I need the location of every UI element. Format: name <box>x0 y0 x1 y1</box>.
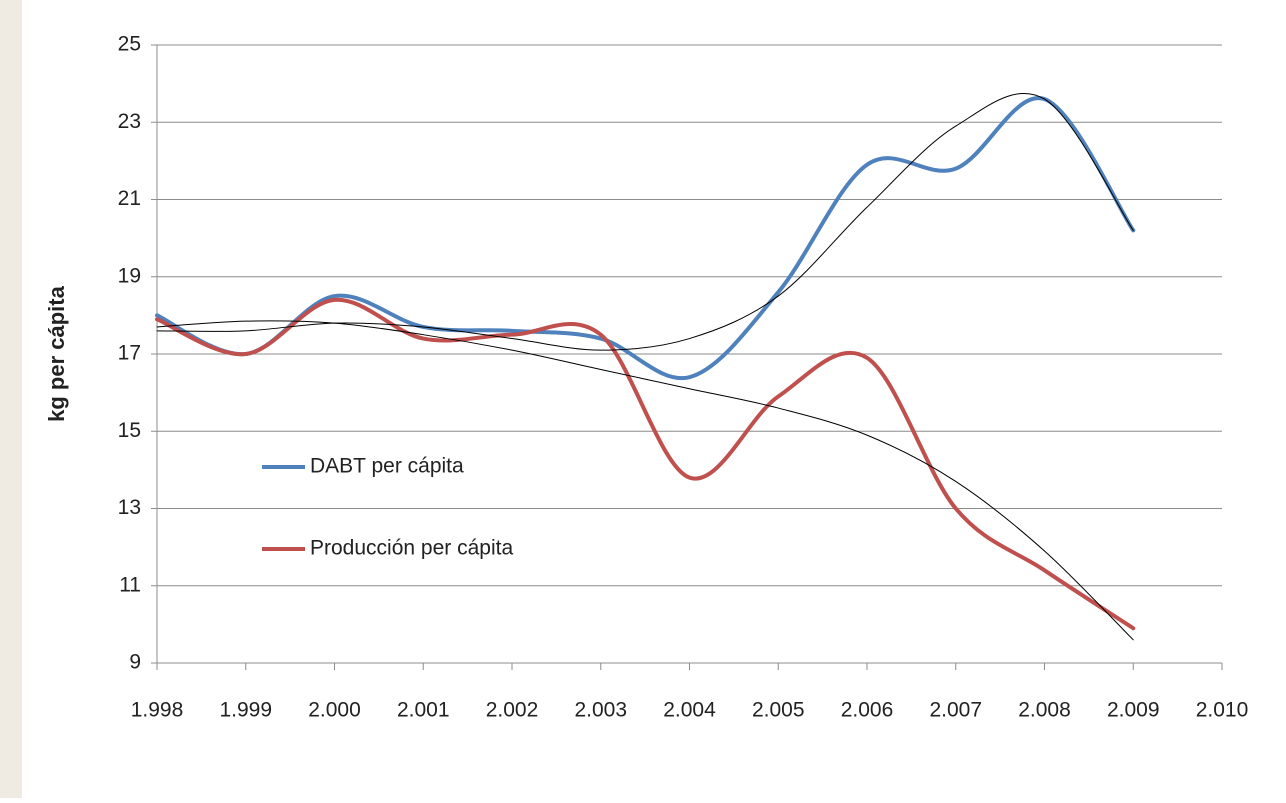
y-tick-label: 17 <box>118 342 141 365</box>
x-tick-label: 1.998 <box>131 699 184 722</box>
y-tick-label: 11 <box>119 573 141 596</box>
x-tick-label: 2.004 <box>663 699 716 722</box>
x-tick-label: 1.999 <box>219 699 272 722</box>
y-tick-label: 9 <box>129 651 141 674</box>
legend-label: Producción per cápita <box>310 537 513 560</box>
side-strip <box>0 0 22 798</box>
x-tick-label: 2.007 <box>929 699 982 722</box>
y-tick-label: 13 <box>118 496 141 519</box>
x-tick-label: 2.002 <box>486 699 539 722</box>
y-axis-title: kg per cápita <box>44 285 69 421</box>
x-tick-label: 2.005 <box>752 699 805 722</box>
y-tick-label: 23 <box>118 110 141 133</box>
series-line <box>155 96 1136 381</box>
x-tick-label: 2.003 <box>574 699 627 722</box>
trend-line <box>156 320 1134 641</box>
y-tick-label: 25 <box>118 33 141 56</box>
y-tick-label: 19 <box>118 264 141 287</box>
y-tick-label: 21 <box>118 187 141 210</box>
x-tick-label: 2.008 <box>1018 699 1071 722</box>
x-tick-label: 2.000 <box>308 699 361 722</box>
x-tick-label: 2.001 <box>397 699 450 722</box>
x-tick-label: 2.009 <box>1107 699 1160 722</box>
series-line <box>155 297 1136 631</box>
legend-label: DABT per cápita <box>310 455 464 478</box>
x-tick-label: 2.010 <box>1196 699 1249 722</box>
x-tick-label: 2.006 <box>841 699 894 722</box>
y-tick-label: 15 <box>118 419 141 442</box>
